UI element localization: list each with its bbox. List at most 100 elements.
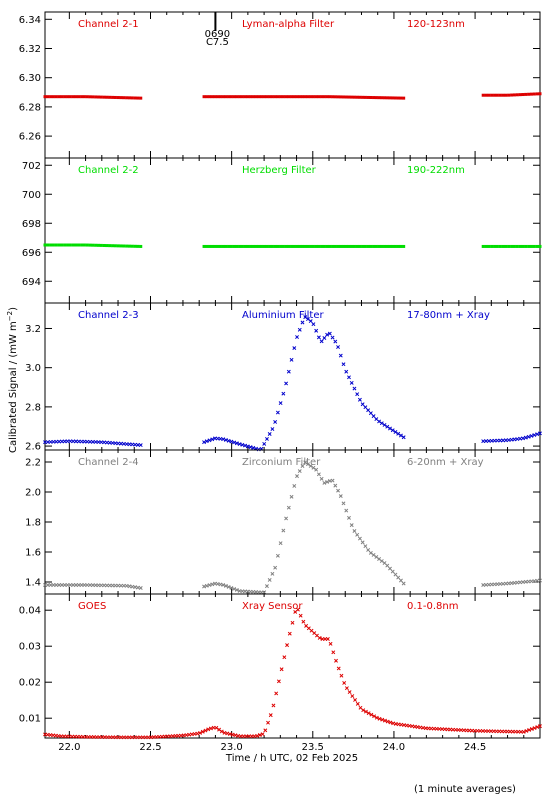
panel-channel-2-4: 1.4 1.6 1.8 2.0 2.2 Channel 2-4 Zirconium Filt… — [25, 449, 542, 595]
data-point — [493, 93, 497, 97]
data-point — [481, 244, 485, 248]
y-tick-label: 698 — [22, 219, 41, 230]
data-point — [254, 244, 258, 248]
data-point — [108, 95, 112, 99]
data-point — [205, 244, 209, 248]
data-point — [374, 244, 378, 248]
data-point — [396, 575, 401, 580]
filter-label: Lyman-alpha Filter — [242, 19, 335, 30]
data-point — [372, 714, 377, 719]
data-point — [515, 93, 519, 97]
data-point — [498, 244, 502, 248]
data-point — [349, 523, 354, 528]
data-point — [390, 428, 395, 433]
data-point — [529, 433, 534, 438]
data-point — [342, 95, 346, 99]
data-point — [385, 424, 390, 429]
data-point — [388, 566, 392, 571]
data-point — [521, 93, 525, 97]
data-point — [336, 666, 341, 671]
data-point — [213, 244, 217, 248]
data-point — [388, 96, 392, 100]
data-point — [396, 96, 400, 100]
data-point — [221, 437, 226, 442]
data-point — [306, 95, 310, 99]
data-point — [229, 244, 233, 248]
data-point — [308, 464, 313, 468]
data-point — [507, 93, 511, 97]
data-point — [290, 620, 295, 625]
data-point — [233, 733, 238, 738]
data-point — [363, 709, 368, 714]
data-point — [124, 583, 129, 588]
data-point — [130, 584, 135, 589]
data-point — [379, 559, 384, 563]
data-point — [46, 95, 50, 99]
data-point — [232, 586, 237, 591]
data-point — [205, 95, 209, 99]
data-point — [306, 462, 310, 467]
data-point — [97, 243, 101, 247]
data-point — [80, 243, 84, 247]
data-point — [270, 427, 275, 432]
data-point — [366, 95, 370, 99]
data-point — [260, 732, 265, 737]
data-point — [235, 95, 239, 99]
data-point — [490, 93, 494, 97]
data-point — [214, 725, 219, 730]
panel-frame — [44, 302, 541, 451]
data-point — [352, 95, 356, 99]
data-point — [273, 420, 278, 424]
data-point — [393, 430, 398, 434]
data-point — [385, 96, 389, 100]
data-point — [341, 362, 346, 367]
band-label: 6-20nm + Xray — [407, 457, 484, 468]
data-point — [527, 728, 532, 732]
data-point — [481, 93, 485, 97]
data-point — [245, 444, 250, 449]
data-point — [383, 96, 387, 100]
data-point — [99, 243, 103, 247]
data-point — [207, 583, 212, 588]
data-point — [355, 532, 360, 537]
data-point — [57, 95, 61, 99]
y-tick-label: 6.30 — [19, 73, 41, 84]
data-point — [60, 95, 64, 99]
data-point — [301, 619, 306, 624]
data-point — [339, 244, 343, 248]
y-tick-label: 2.0 — [25, 488, 41, 499]
data-point — [66, 95, 70, 99]
data-point — [402, 244, 406, 248]
data-point — [512, 244, 516, 248]
data-point — [270, 244, 274, 248]
data-point — [108, 244, 112, 248]
data-point — [275, 410, 280, 415]
data-point — [532, 244, 536, 248]
data-point — [68, 243, 72, 247]
data-point — [262, 244, 266, 248]
data-point — [125, 244, 129, 248]
data-point — [320, 244, 324, 248]
data-point — [284, 516, 289, 521]
y-tick-label: 696 — [22, 248, 41, 259]
data-point — [105, 95, 109, 99]
data-point — [507, 244, 511, 248]
data-point — [295, 474, 299, 479]
data-point — [66, 243, 70, 247]
data-point — [338, 353, 343, 358]
data-point — [396, 244, 400, 248]
data-point — [336, 95, 340, 99]
data-point — [322, 480, 327, 485]
data-point — [230, 732, 235, 737]
data-point — [234, 587, 239, 592]
data-point — [524, 92, 528, 96]
data-point — [339, 95, 343, 99]
y-tick-label: 694 — [22, 277, 41, 288]
data-point — [303, 244, 307, 248]
data-point — [527, 244, 531, 248]
data-point — [136, 96, 140, 100]
y-tick-label: 1.4 — [25, 578, 41, 589]
data-point — [268, 244, 272, 248]
data-point — [518, 244, 522, 248]
data-point — [521, 729, 526, 734]
